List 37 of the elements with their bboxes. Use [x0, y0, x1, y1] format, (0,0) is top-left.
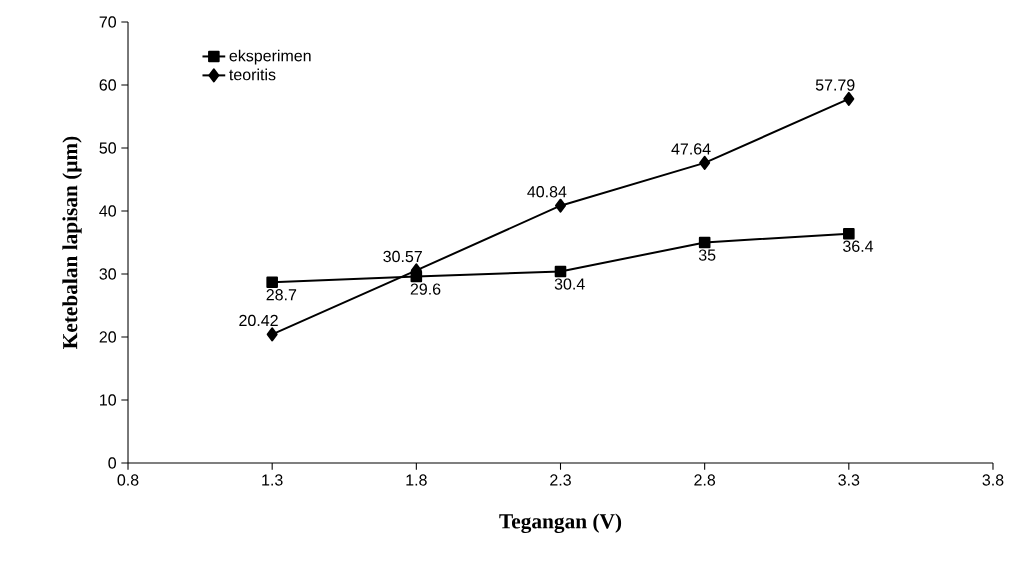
x-tick-label: 3.8: [982, 474, 1004, 486]
data-label: 29.6: [410, 283, 441, 295]
y-tick-label: 60: [99, 79, 117, 91]
data-label: 57.79: [815, 79, 855, 91]
x-tick-label: 2.3: [550, 474, 571, 486]
x-tick-label: 1.8: [406, 474, 427, 486]
point: [555, 198, 566, 213]
x-tick-label: 1.3: [262, 474, 283, 486]
y-tick-label: 50: [99, 142, 117, 154]
y-tick-label: 10: [100, 394, 117, 406]
data-label: 36.4: [843, 240, 874, 252]
legend-label: eksperimen: [229, 49, 311, 65]
point: [698, 236, 711, 249]
data-label: 35: [698, 249, 716, 261]
x-tick-label: 2.8: [694, 474, 716, 486]
data-label: 30.57: [383, 250, 422, 263]
point: [554, 265, 567, 278]
y-tick-label: 70: [99, 16, 117, 28]
x-tick-label: 0.8: [117, 474, 139, 486]
data-label: 20.42: [239, 314, 278, 327]
y-tick-label: 0: [108, 457, 117, 469]
point: [699, 155, 711, 170]
y-tick-label: 40: [99, 205, 117, 217]
x-axis-title: Tegangan (V): [499, 513, 622, 534]
point: [266, 327, 278, 342]
point: [843, 227, 855, 240]
data-label: 40.84: [527, 186, 567, 198]
x-tick-label: 3.3: [838, 474, 860, 486]
y-tick-label: 30: [99, 268, 117, 280]
y-axis-title: Ketebalan lapisan (μm): [62, 136, 82, 349]
legend-label: teoritis: [229, 68, 276, 81]
point: [843, 91, 855, 106]
y-tick-label: 20: [99, 331, 117, 343]
data-label: 30.4: [554, 278, 585, 290]
point: [266, 276, 278, 288]
data-label: 28.7: [266, 289, 297, 301]
data-label: 47.64: [671, 143, 711, 155]
